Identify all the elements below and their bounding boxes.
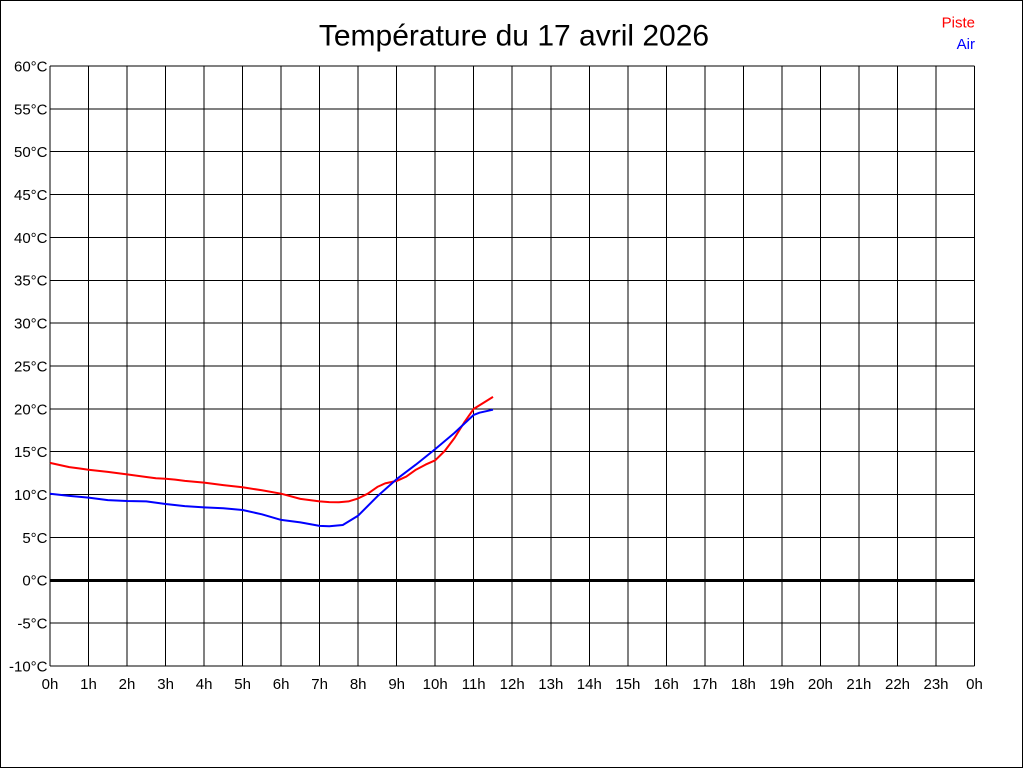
svg-text:22h: 22h [885,676,910,693]
svg-text:2h: 2h [119,676,136,693]
svg-text:25°C: 25°C [14,358,48,375]
svg-text:-5°C: -5°C [17,616,47,633]
svg-text:0°C: 0°C [22,573,47,590]
svg-text:13h: 13h [538,676,563,693]
svg-text:21h: 21h [846,676,871,693]
svg-text:-10°C: -10°C [9,658,48,675]
svg-text:12h: 12h [500,676,525,693]
svg-text:50°C: 50°C [14,144,48,161]
svg-text:30°C: 30°C [14,316,48,333]
svg-text:6h: 6h [273,676,290,693]
svg-text:8h: 8h [350,676,367,693]
svg-text:20h: 20h [808,676,833,693]
svg-text:4h: 4h [196,676,213,693]
svg-text:17h: 17h [692,676,717,693]
svg-text:0h: 0h [42,676,59,693]
svg-text:19h: 19h [769,676,794,693]
svg-text:10°C: 10°C [14,487,48,504]
svg-text:5°C: 5°C [22,530,47,547]
svg-text:5h: 5h [234,676,251,693]
svg-text:15h: 15h [615,676,640,693]
svg-text:16h: 16h [654,676,679,693]
svg-text:23h: 23h [923,676,948,693]
svg-text:14h: 14h [577,676,602,693]
svg-text:35°C: 35°C [14,273,48,290]
svg-text:Piste: Piste [942,15,975,32]
svg-text:Température du 17 avril 2026: Température du 17 avril 2026 [319,20,709,53]
svg-text:60°C: 60°C [14,58,48,75]
svg-text:55°C: 55°C [14,101,48,118]
svg-text:7h: 7h [311,676,328,693]
svg-text:Air: Air [957,36,975,53]
svg-text:20°C: 20°C [14,401,48,418]
svg-text:1h: 1h [80,676,97,693]
svg-text:15°C: 15°C [14,444,48,461]
svg-text:3h: 3h [157,676,174,693]
svg-text:10h: 10h [423,676,448,693]
svg-text:40°C: 40°C [14,230,48,247]
svg-text:0h: 0h [966,676,983,693]
svg-text:11h: 11h [462,676,486,693]
svg-text:9h: 9h [388,676,405,693]
svg-text:18h: 18h [731,676,756,693]
svg-text:45°C: 45°C [14,187,48,204]
